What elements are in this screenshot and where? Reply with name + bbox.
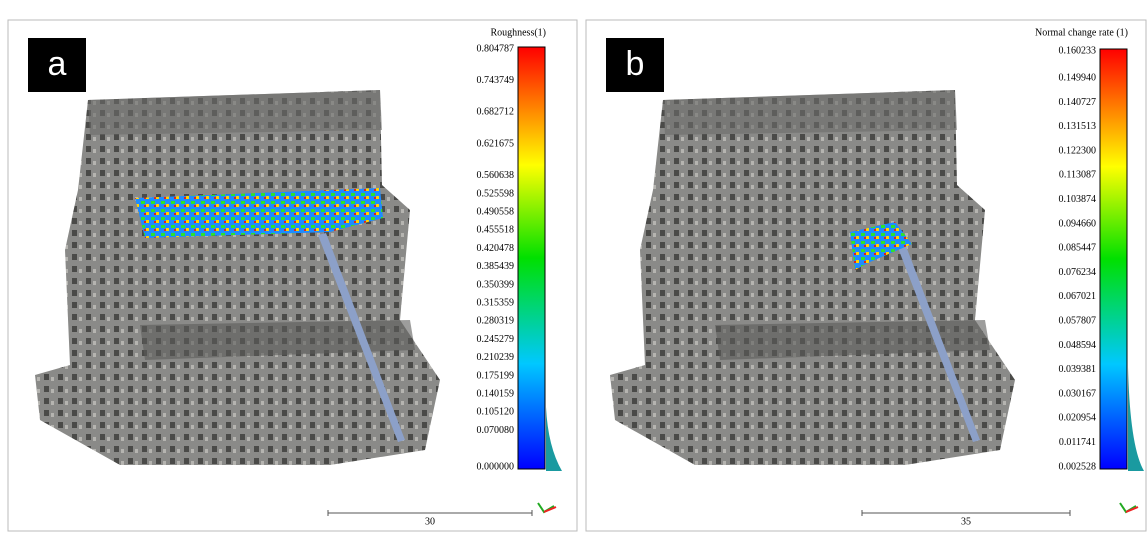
colorbar-tick-label: 0.315359	[477, 298, 515, 309]
colorbar-tick-label: 0.420478	[477, 243, 515, 254]
colorbar-tick-label: 0.245279	[477, 334, 515, 345]
colorbar-tick-label: 0.140159	[477, 388, 515, 399]
colorbar-tick-label: 0.743749	[477, 75, 515, 86]
building-band	[663, 90, 957, 135]
colorbar-tick-label: 0.525598	[477, 188, 515, 199]
colorbar-tick-label: 0.020954	[1059, 413, 1097, 424]
colorbar-tick-label: 0.455518	[477, 225, 515, 236]
scalar-title: Roughness(1)	[490, 27, 546, 38]
colorbar-tick-label: 0.039381	[1059, 364, 1097, 375]
colorbar	[1099, 48, 1128, 470]
colorbar-tick-label: 0.000000	[477, 461, 515, 472]
colorbar-tick-label: 0.048594	[1059, 340, 1097, 351]
colorbar-tick-label: 0.122300	[1059, 145, 1097, 156]
scale-label: 35	[961, 516, 971, 527]
colorbar-tick-label: 0.094660	[1059, 218, 1097, 229]
scalar-patch	[135, 188, 383, 238]
colorbar-tick-label: 0.011741	[1059, 437, 1096, 448]
histogram	[1128, 367, 1144, 471]
building-band	[140, 320, 415, 360]
scalar-patch	[850, 222, 912, 270]
colorbar-tick-label: 0.350399	[477, 279, 515, 290]
colorbar-tick-label: 0.149940	[1059, 72, 1097, 83]
colorbar	[517, 46, 546, 470]
ramp	[893, 233, 980, 442]
scale-label: 30	[425, 516, 435, 527]
point-cloud	[35, 90, 440, 465]
building-band	[715, 320, 990, 360]
colorbar-tick-label: 0.210239	[477, 352, 515, 363]
colorbar-tick-label: 0.113087	[1059, 170, 1096, 181]
panel-label: a	[48, 45, 67, 83]
colorbar-tick-label: 0.131513	[1059, 121, 1097, 132]
building-band	[88, 90, 382, 135]
colorbar-tick-label: 0.682712	[477, 107, 515, 118]
colorbar-tick-label: 0.280319	[477, 316, 515, 327]
colorbar-tick-label: 0.160233	[1059, 45, 1097, 56]
colorbar-tick-label: 0.103874	[1059, 194, 1097, 205]
panel-label-box	[606, 38, 664, 92]
colorbar-tick-label: 0.070080	[477, 425, 515, 436]
colorbar-tick-label: 0.085447	[1059, 243, 1097, 254]
point-cloud	[610, 90, 1015, 465]
histogram	[546, 407, 562, 471]
colorbar-tick-label: 0.140727	[1059, 97, 1097, 108]
panel-label-box	[28, 38, 86, 92]
ramp	[318, 233, 405, 442]
axis-triad-x	[543, 506, 557, 513]
colorbar-tick-label: 0.385439	[477, 261, 515, 272]
colorbar-tick-label: 0.560638	[477, 170, 515, 181]
colorbar-tick-label: 0.175199	[477, 370, 515, 381]
colorbar-tick-label: 0.002528	[1059, 461, 1097, 472]
colorbar-tick-label: 0.076234	[1059, 267, 1097, 278]
panel-label: b	[626, 45, 645, 83]
colorbar-tick-label: 0.490558	[477, 207, 515, 218]
colorbar-tick-label: 0.057807	[1059, 315, 1097, 326]
colorbar-tick-label: 0.621675	[477, 138, 515, 149]
colorbar-tick-label: 0.105120	[477, 407, 515, 418]
axis-triad-x	[1125, 506, 1139, 513]
colorbar-tick-label: 0.030167	[1059, 388, 1097, 399]
colorbar-tick-label: 0.067021	[1059, 291, 1097, 302]
scalar-title: Normal change rate (1)	[1035, 27, 1128, 38]
colorbar-tick-label: 0.804787	[477, 43, 515, 54]
